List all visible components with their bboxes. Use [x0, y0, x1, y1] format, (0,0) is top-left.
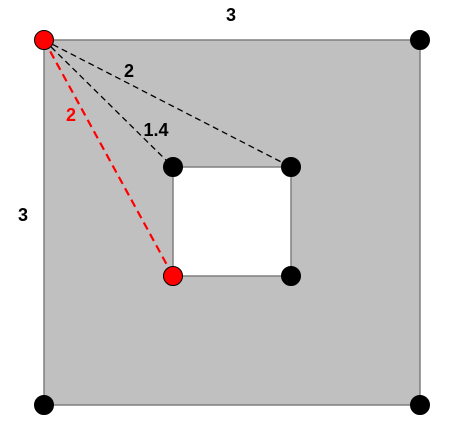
- vertex-hole-top-right: [281, 157, 301, 177]
- label-outer-top-side: 3: [226, 5, 236, 25]
- vertex-hole-bottom-right: [281, 266, 301, 286]
- vertex-hole-bottom-left: [163, 266, 183, 286]
- label-dashed-to-hole-top-left: 1.4: [143, 120, 168, 140]
- dashed-line-to-hole-top-left: [43, 39, 174, 168]
- dashed-line-to-hole-bottom-left: [43, 39, 174, 277]
- vertex-hole-top-left: [163, 157, 183, 177]
- label-outer-left-side: 3: [18, 205, 28, 225]
- inner-hole: [172, 166, 292, 277]
- vertex-outer-top-left: [34, 30, 54, 50]
- label-dashed-to-hole-bottom-left: 2: [66, 105, 76, 125]
- vertex-outer-bottom-left: [34, 395, 54, 415]
- dashed-line-to-hole-top-right: [43, 39, 292, 168]
- vertex-outer-top-right: [410, 30, 430, 50]
- vertex-outer-bottom-right: [410, 395, 430, 415]
- label-dashed-to-hole-top-right: 2: [124, 61, 134, 81]
